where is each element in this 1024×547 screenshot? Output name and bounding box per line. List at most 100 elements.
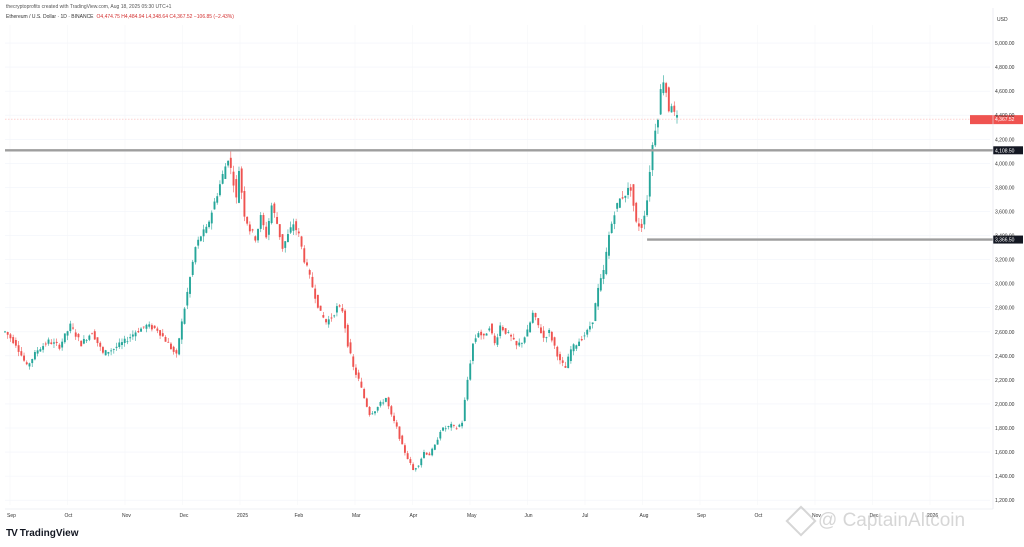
candle (297, 231, 300, 234)
candle (140, 328, 142, 332)
candle (439, 431, 442, 439)
candle (178, 338, 181, 355)
candle (403, 445, 406, 453)
candle (85, 340, 88, 342)
candle (159, 330, 162, 336)
candle (238, 170, 240, 203)
candle (382, 402, 385, 404)
candle (202, 229, 205, 237)
candle (401, 435, 404, 445)
candle (349, 342, 352, 354)
candle (586, 329, 589, 335)
x-tick-label: Jul (582, 513, 588, 519)
candle (365, 398, 368, 407)
candle (248, 224, 251, 232)
y-tick-label: 3,200.00 (995, 258, 1015, 264)
y-tick-label: 1,400.00 (995, 474, 1015, 480)
y-tick-label: 2,400.00 (995, 354, 1015, 360)
candle (395, 422, 398, 427)
candle (55, 341, 58, 344)
candle (355, 367, 357, 375)
candle (131, 334, 134, 337)
candle (393, 415, 396, 421)
candle (254, 236, 257, 241)
candle (216, 196, 219, 203)
candle (368, 406, 371, 415)
candle (564, 365, 567, 368)
candle (659, 89, 662, 115)
candle (221, 174, 224, 184)
candle (9, 334, 12, 339)
candle (550, 331, 553, 341)
candle (387, 397, 390, 407)
candle (414, 468, 417, 470)
candle (6, 332, 9, 335)
x-tick-label: Nov (122, 513, 131, 519)
candle (82, 338, 85, 344)
candle (496, 337, 499, 345)
candle (28, 363, 31, 367)
candle (635, 202, 638, 222)
candle (357, 372, 360, 379)
candle (88, 335, 91, 340)
candle (526, 329, 529, 337)
y-tick-label: 2,200.00 (995, 378, 1015, 384)
candle (371, 413, 374, 415)
candle (240, 168, 243, 193)
candle (208, 221, 211, 228)
candle (191, 261, 194, 275)
candle (657, 119, 659, 128)
candle (523, 337, 526, 343)
tradingview-brand: TradingView (19, 528, 79, 539)
y-tick-label: 3,000.00 (995, 282, 1015, 288)
candle (624, 195, 627, 198)
candle (384, 398, 387, 402)
candle (33, 352, 36, 360)
x-tick-label: Sep (697, 513, 706, 519)
x-tick-label: Aug (640, 513, 649, 519)
candle (20, 351, 23, 356)
candle (61, 341, 64, 348)
candle (251, 229, 254, 231)
candle (289, 227, 292, 233)
candle (335, 306, 338, 313)
candle (409, 459, 412, 463)
x-axis: Sep Oct Nov Dec 2025 Feb Mar Apr May Jun Jul Aug Sep… (5, 508, 993, 519)
x-tick-label: Sep (7, 513, 16, 519)
y-tick-label: 4,600.00 (995, 89, 1015, 95)
x-tick-label: Dec (870, 513, 879, 519)
candle (643, 215, 646, 225)
candle (507, 332, 510, 334)
candle (186, 291, 189, 306)
y-tick-label: 1,800.00 (995, 426, 1015, 432)
candle (455, 428, 458, 430)
candle (325, 319, 327, 323)
candle (463, 399, 466, 421)
x-tick-label: Jun (525, 513, 533, 519)
candle (627, 187, 629, 195)
y-tick-label: 2,000.00 (995, 402, 1015, 408)
candle (153, 325, 156, 329)
candle (145, 324, 148, 329)
candles (4, 75, 678, 472)
candle (175, 350, 178, 354)
candle (189, 277, 191, 294)
candle (303, 248, 306, 263)
candle (594, 303, 597, 322)
y-tick-label: 5,000.00 (995, 41, 1015, 47)
candle (466, 379, 469, 400)
candle (292, 224, 295, 231)
y-tick-label: 3,400.00 (995, 234, 1015, 240)
candle (118, 342, 121, 347)
level-tag (993, 235, 1023, 244)
candle (126, 341, 129, 343)
candle (608, 234, 610, 256)
candle (115, 346, 118, 348)
candle (450, 423, 453, 428)
candle (452, 425, 455, 426)
candle (412, 464, 415, 471)
candle (504, 328, 507, 334)
candle (561, 360, 564, 363)
candle (646, 200, 649, 216)
